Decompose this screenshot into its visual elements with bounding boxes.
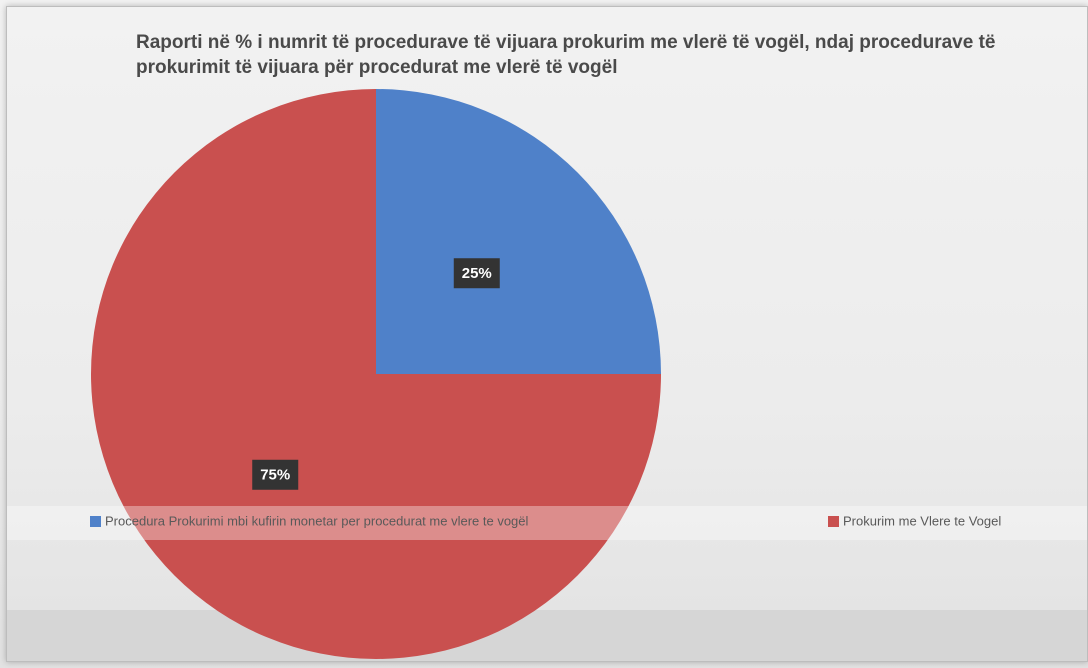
legend-swatch <box>90 516 101 527</box>
pie-slice <box>91 89 661 659</box>
data-label-box <box>252 459 299 490</box>
data-label: 25% <box>462 265 492 282</box>
legend-label: Procedura Prokurimi mbi kufirin monetar … <box>105 513 529 528</box>
legend-swatch <box>828 516 839 527</box>
chart-title: Raporti në % i numrit të procedurave të … <box>136 32 996 78</box>
pie-slice <box>376 89 661 374</box>
footer-band <box>7 610 1087 661</box>
data-label: 75% <box>260 467 290 484</box>
legend-band <box>7 506 1087 540</box>
legend-label: Prokurim me Vlere te Vogel <box>843 513 1001 528</box>
data-label-box <box>453 258 500 289</box>
